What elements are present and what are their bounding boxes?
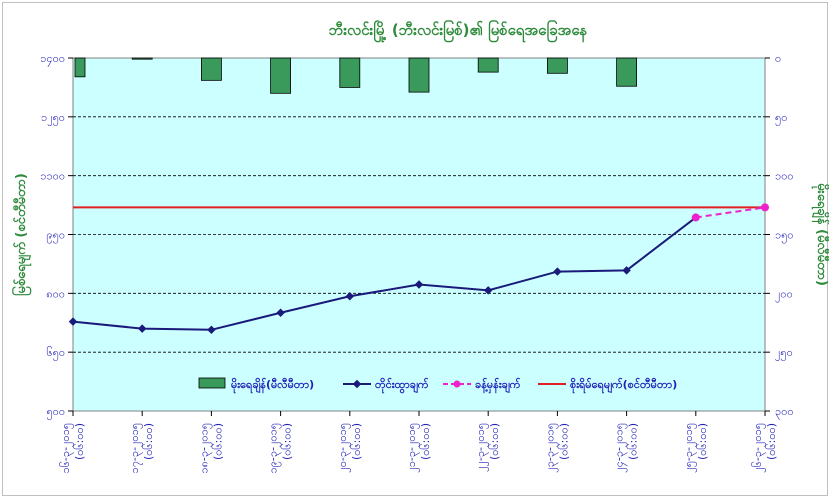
gridlines	[73, 116, 765, 353]
right-axis-title: မိုးရေချိန် (မီလီမီတာ)	[811, 183, 829, 286]
right-tick-label: ၃၀၀	[775, 405, 794, 420]
rainfall-bar	[477, 57, 499, 73]
left-tick-label: ၁၁၀၀	[40, 170, 65, 183]
rainfall-bar	[339, 57, 361, 88]
rainfall-bars	[74, 57, 637, 94]
observed-point	[345, 292, 355, 301]
x-tick-label: ၂၄-၃-၂၀၁၅(၀၆:၀၀)	[613, 423, 640, 473]
x-tick-label: ၁၆-၃-၂၀၁၅(၀၆:၀၀)	[59, 423, 86, 473]
left-tick-label: ၉၅၀	[46, 229, 65, 244]
forecast-line	[695, 206, 766, 219]
left-tick-label: ၈၀၀	[46, 287, 65, 300]
legend-marker	[453, 380, 461, 388]
legend-label: စိုးရိမ်ရေမျက်(စင်တီမီတာ)	[570, 377, 677, 394]
right-tick-label: ၂၀၀	[775, 287, 793, 302]
river-level-chart: ဘီးလင်းမြို့ (ဘီးလင်းမြစ်)၏ မြစ်ရေအခြေအန…	[11, 19, 829, 474]
legend-label: တိုင်းထွာချက်	[375, 377, 429, 394]
right-tick-label: ၂၅၀	[775, 346, 793, 361]
x-tick-label: ၂၁-၃-၂၀၁၅(၀၆:၀၀)	[405, 423, 432, 473]
left-tick-label: ၁၄၀၀	[40, 52, 65, 67]
x-tick-label: ၂၆-၃-၂၀၁၅(၀၆:၀၀)	[751, 423, 778, 473]
x-tick-label: ၁၇-၃-၂၀၁၅(၀၆:၀၀)	[128, 423, 155, 473]
right-tick-label: ၁၀၀	[775, 170, 794, 183]
x-tick-label: ၂၂-၃-၂၀၁၅(၀၆:၀၀)	[474, 423, 501, 472]
forecast-point	[761, 203, 769, 212]
rainfall-bar	[270, 57, 292, 94]
left-tick-label: ၅၀၀	[46, 405, 65, 420]
left-tick-label: ၆၅၀	[46, 346, 65, 361]
forecast-point	[691, 213, 700, 222]
legend-label: မိုးရေချိန်(မီလီမီတာ)	[231, 377, 314, 394]
left-axis-title: မြစ်ရေမျက် (စင်တီမီတာ)	[11, 173, 32, 296]
observed-point	[553, 267, 562, 276]
rainfall-bar	[408, 57, 430, 93]
rainfall-bar	[131, 57, 153, 60]
rainfall-bar	[616, 57, 637, 87]
legend-swatch-rainfall	[198, 377, 226, 389]
rainfall-bar	[200, 57, 222, 81]
observed-line	[72, 216, 697, 331]
water-level-lines	[68, 203, 769, 335]
observed-point	[483, 286, 493, 295]
x-tick-label: ၂၀-၃-၂၀၁၅(၀၆:၀၀)	[336, 423, 363, 473]
rainfall-bar	[547, 57, 568, 74]
x-tick-label: ၁၉-၃-၂၀၁၅(၀၆:၀၀)	[267, 423, 294, 473]
x-tick-label: ၂၅-၃-၂၀၁၅(၀၆:၀၀)	[682, 423, 709, 473]
x-axis-ticks: ၁၆-၃-၂၀၁၅(၀၆:၀၀) ၁၇-၃-၂၀၁၅(၀၆:၀၀) ၁၈-၃-၂၀၁…	[59, 411, 778, 474]
observed-point	[137, 324, 147, 333]
right-tick-label: ၁၅၀	[775, 229, 794, 244]
chart-title: ဘီးလင်းမြို့ (ဘီးလင်းမြစ်)၏ မြစ်ရေအခြေအန…	[329, 19, 588, 43]
legend-label: ခန့်မှန်းချက်	[475, 377, 521, 394]
x-tick-label: ၂၃-၃-၂၀၁၅(၀၆:၀၀)	[543, 423, 570, 473]
right-tick-label: ၀	[775, 52, 781, 65]
left-tick-label: ၁၂၅၀	[41, 111, 65, 126]
rainfall-bar	[74, 57, 86, 78]
legend-marker	[352, 379, 362, 389]
observed-point	[68, 317, 78, 326]
observed-point	[622, 266, 631, 275]
x-tick-label: ၁၈-၃-၂၀၁၅(၀၆:၀၀)	[197, 423, 224, 474]
left-axis-ticks: ၅၀၀ ၆၅၀ ၈၀၀ ၉၅၀ ၁၁၀၀ ၁၂၅၀ ၁၄၀၀	[40, 52, 73, 420]
observed-point	[276, 308, 285, 317]
right-tick-label: ၅၀	[775, 111, 787, 126]
observed-point	[207, 325, 216, 335]
chart-legend: မိုးရေချိန်(မီလီမီတာ) တိုင်းထွာချက် ခန့်မှ…	[198, 377, 677, 394]
observed-point	[414, 280, 424, 289]
